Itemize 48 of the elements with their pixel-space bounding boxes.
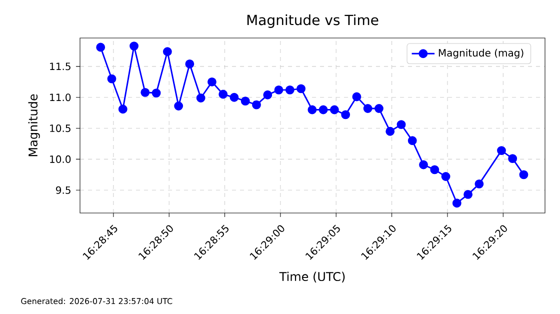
- x-axis-title: Time (UTC): [279, 272, 345, 282]
- point: [408, 136, 417, 146]
- point: [196, 94, 206, 102]
- legend-label: Magnitude (mag): [438, 48, 524, 59]
- y-axis-title: Magnitude: [28, 94, 40, 156]
- point: [207, 77, 216, 86]
- point: [252, 100, 261, 110]
- point: [318, 105, 328, 114]
- point: [263, 90, 272, 100]
- point: [96, 42, 106, 52]
- point: [474, 179, 484, 188]
- point: [185, 60, 194, 68]
- y-tick-label: 10.5: [50, 124, 70, 132]
- point: [441, 172, 450, 181]
- point: [497, 146, 506, 156]
- y-tick-label: 9.5: [56, 186, 70, 194]
- point: [386, 126, 395, 136]
- point: [508, 154, 518, 164]
- point: [341, 110, 350, 120]
- point: [162, 47, 172, 56]
- y-tick-label: 11.5: [50, 62, 70, 70]
- point: [174, 102, 184, 110]
- point: [330, 105, 339, 114]
- point: [130, 42, 139, 51]
- point: [118, 104, 128, 114]
- point: [519, 170, 528, 180]
- point: [285, 85, 294, 94]
- y-tick-label: 11.0: [50, 94, 71, 102]
- point: [374, 104, 384, 113]
- point: [464, 190, 473, 199]
- point: [240, 96, 250, 106]
- point: [419, 160, 428, 170]
- point: [230, 92, 239, 102]
- point: [396, 120, 406, 130]
- y-tick-label: 10.0: [50, 155, 71, 163]
- point: [452, 198, 462, 208]
- point: [352, 92, 362, 102]
- point: [152, 88, 161, 98]
- point: [296, 84, 306, 94]
- point: [308, 105, 317, 114]
- point: [218, 90, 228, 99]
- text: Generated: 2026-07-31 23:57:04 UTC: [21, 298, 172, 304]
- point: [274, 85, 284, 94]
- point: [140, 88, 150, 97]
- point: [107, 74, 116, 84]
- point: [430, 165, 440, 174]
- point: [363, 104, 372, 113]
- chart-title: Magnitude vs Time: [247, 14, 378, 28]
